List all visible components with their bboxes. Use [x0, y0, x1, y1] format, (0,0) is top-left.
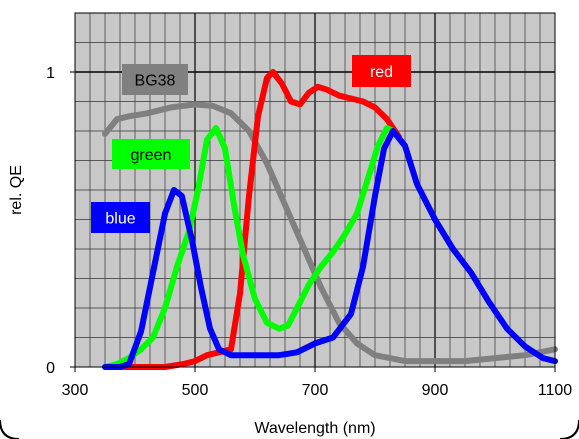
label-BG38: BG38	[122, 64, 188, 95]
series-line-blue	[102, 128, 558, 370]
label-text-BG38: BG38	[135, 73, 176, 90]
label-green: green	[112, 139, 190, 169]
series-line-red	[102, 69, 402, 370]
series-layer	[102, 69, 558, 370]
series-labels: BG38 red green blue	[91, 55, 411, 233]
label-box-BG38	[122, 64, 188, 95]
label-blue: blue	[91, 202, 150, 233]
x-tick-label: 500	[182, 382, 209, 399]
label-box-red	[352, 55, 411, 87]
label-box-green	[112, 139, 190, 169]
frame-corner-bottom-right	[559, 419, 579, 439]
series-line-green	[102, 125, 396, 370]
x-axis-title: Wavelength (nm)	[254, 420, 375, 437]
label-box-blue	[91, 202, 150, 233]
x-tick-label: 700	[302, 382, 329, 399]
y-tick-label: 0	[46, 360, 55, 377]
axis-ticks: 300 500 700 900 1100 0 1	[46, 65, 572, 399]
x-tick-label: 900	[422, 382, 449, 399]
label-text-red: red	[370, 64, 393, 81]
x-tick-label: 1100	[538, 382, 573, 399]
label-text-blue: blue	[105, 211, 135, 228]
y-axis-title: rel. QE	[8, 165, 25, 215]
label-red: red	[352, 55, 411, 87]
frame-corner-bottom-left	[0, 419, 20, 439]
label-text-green: green	[131, 147, 172, 164]
y-tick-label: 1	[46, 65, 55, 82]
x-tick-label: 300	[62, 382, 89, 399]
series-line-BG38	[102, 101, 558, 365]
